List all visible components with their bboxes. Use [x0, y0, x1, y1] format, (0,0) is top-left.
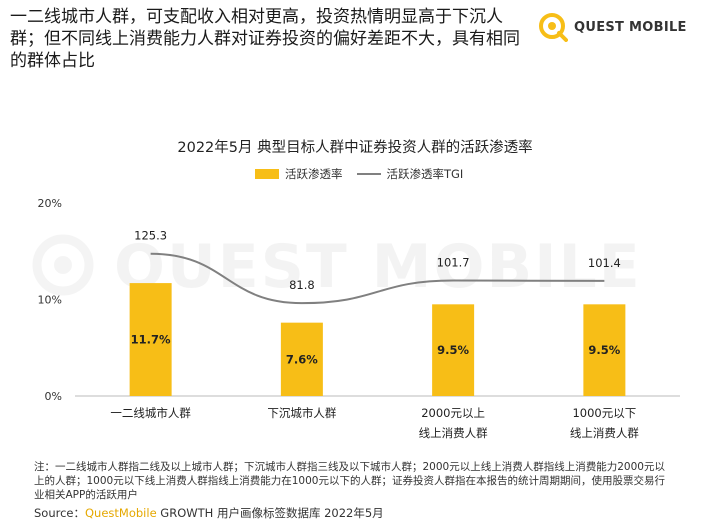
tgi-value-label: 125.3 [134, 229, 167, 243]
y-tick-label: 0% [45, 390, 62, 403]
y-tick-label: 10% [38, 294, 62, 307]
x-category-label: 一二线城市人群 [110, 406, 191, 420]
legend-item-bar: 活跃渗透率 [255, 166, 343, 182]
bar-value-label: 9.5% [437, 343, 469, 357]
source-line: Source：QuestMobile GROWTH 用户画像标签数据库 2022… [34, 505, 384, 521]
tgi-value-label: 101.7 [437, 256, 470, 270]
chart-title: 2022年5月 典型目标人群中证券投资人群的活跃渗透率 [177, 140, 533, 156]
x-category-label: 1000元以下 [572, 406, 636, 420]
source-suffix: GROWTH 用户画像标签数据库 2022年5月 [156, 506, 384, 520]
x-category-label: 2000元以上 [421, 406, 485, 420]
legend: 活跃渗透率 活跃渗透率TGI [255, 166, 477, 182]
legend-line-swatch [356, 173, 381, 175]
bar-value-label: 7.6% [286, 352, 318, 366]
footnote: 注：一二线城市人群指二线及以上城市人群；下沉城市人群指三线及以下城市人群；200… [34, 461, 665, 501]
bar-value-label: 9.5% [588, 343, 620, 357]
bar-value-label: 11.7% [131, 333, 171, 347]
source-prefix: Source： [34, 506, 85, 520]
legend-bar-label: 活跃渗透率 [285, 167, 343, 181]
tgi-value-label: 81.8 [289, 278, 315, 292]
legend-item-line: 活跃渗透率TGI [356, 166, 464, 182]
x-category-label: 线上消费人群 [419, 426, 488, 440]
legend-bar-swatch [255, 169, 279, 179]
headline: 一二线城市人群，可支配收入相对更高，投资热情明显高于下沉人群；但不同线上消费能力… [10, 7, 520, 71]
questmobile-logo-icon [539, 13, 568, 42]
brand-name: QUEST MOBILE [574, 19, 687, 35]
tgi-value-label: 101.4 [588, 256, 621, 270]
chart-plot: 0% 10% 20% 11.7% 7.6% 9.5% 9.5% 125.3 81.8 101.7 1… [38, 197, 680, 440]
bar [432, 304, 475, 396]
tgi-line [150, 252, 605, 305]
bar [583, 304, 626, 396]
bar [280, 322, 323, 396]
x-category-label: 下沉城市人群 [267, 406, 336, 420]
x-category-label: 线上消费人群 [570, 426, 639, 440]
brand-logo: QUEST MOBILE [538, 12, 687, 42]
y-tick-label: 20% [38, 197, 62, 210]
legend-line-label: 活跃渗透率TGI [386, 167, 464, 181]
bar [129, 283, 172, 396]
source-brand: QuestMobile [85, 506, 157, 520]
